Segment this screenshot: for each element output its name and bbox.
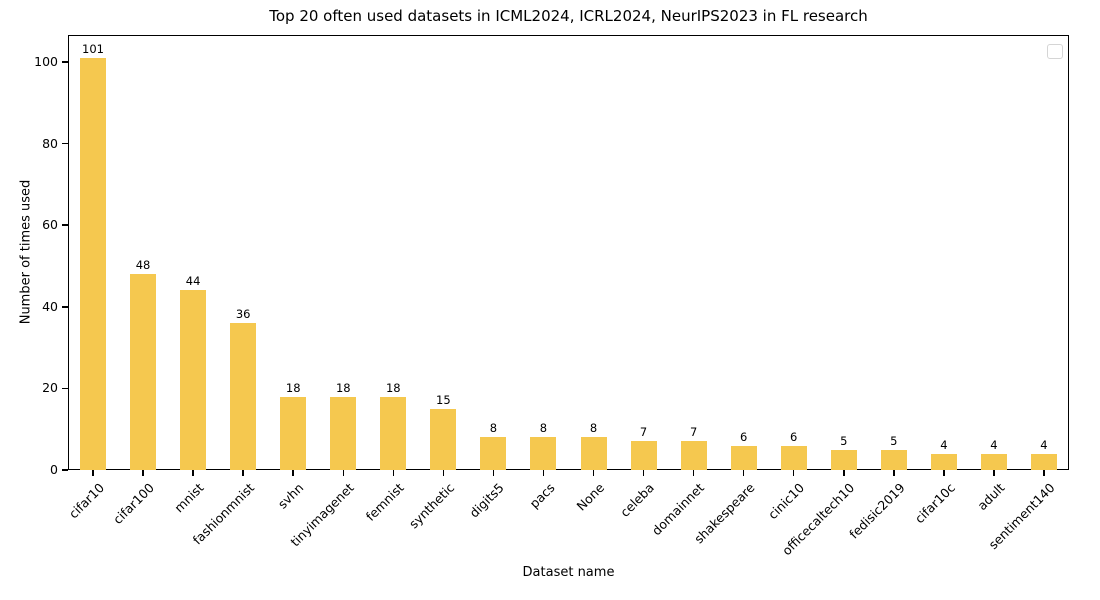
bar-value-label: 8 <box>489 421 498 436</box>
x-tick-label: celeba <box>617 480 658 520</box>
bar <box>880 449 907 470</box>
y-tick-label: 40 <box>42 298 58 314</box>
y-tick-label: 60 <box>42 217 58 233</box>
chart-title: Top 20 often used datasets in ICML2024, … <box>269 7 868 25</box>
bar-value-label: 5 <box>890 433 898 448</box>
x-tick-mark <box>542 470 545 476</box>
y-tick-mark <box>62 306 68 308</box>
y-tick-mark <box>62 61 68 63</box>
y-tick-mark <box>62 224 68 226</box>
y-axis-label: Number of times used <box>18 179 34 325</box>
x-tick-label: mnist <box>171 480 207 516</box>
x-tick-mark <box>92 470 94 476</box>
bar <box>180 290 207 470</box>
x-tick-label: cifar10 <box>65 480 107 522</box>
y-tick-mark <box>62 387 68 390</box>
x-tick-mark <box>442 470 445 476</box>
x-tick-label: svhn <box>275 480 307 512</box>
bar-value-label: 6 <box>790 429 798 444</box>
x-tick-mark <box>342 470 345 476</box>
bar <box>380 396 407 470</box>
bar <box>730 445 757 470</box>
bar-value-label: 18 <box>285 380 301 395</box>
x-tick-label: pacs <box>525 480 558 512</box>
x-tick-mark <box>993 470 995 476</box>
bar <box>280 396 307 470</box>
bar <box>130 274 157 470</box>
bar <box>230 323 257 470</box>
legend-box <box>1047 44 1063 59</box>
bar-value-label: 4 <box>1040 437 1048 452</box>
bar-value-label: 44 <box>185 274 201 289</box>
bar-value-label: 18 <box>385 380 401 395</box>
bar <box>530 437 557 470</box>
x-tick-mark <box>242 470 244 476</box>
bar-value-label: 15 <box>436 392 451 407</box>
x-tick-label: None <box>573 480 608 514</box>
bar <box>1030 453 1057 470</box>
x-tick-mark <box>843 470 845 476</box>
y-tick-label: 20 <box>42 380 58 396</box>
bar-value-label: 8 <box>539 421 548 436</box>
bar-value-label: 18 <box>335 380 351 395</box>
bar <box>830 449 857 470</box>
x-tick-label: synthetic <box>405 480 457 532</box>
x-tick-mark <box>292 470 294 476</box>
bar-value-label: 7 <box>639 425 648 440</box>
x-tick-label: cifar100 <box>109 480 157 527</box>
x-tick-mark <box>592 470 595 476</box>
bar <box>580 437 607 470</box>
y-tick-label: 0 <box>50 462 58 477</box>
bar-value-label: 7 <box>689 425 698 440</box>
x-tick-mark <box>1043 470 1045 476</box>
bar-value-label: 6 <box>740 429 748 444</box>
y-tick-mark <box>62 142 68 145</box>
x-tick-mark <box>943 470 945 476</box>
y-tick-label: 80 <box>42 135 58 151</box>
bar <box>780 445 807 470</box>
x-tick-label: femnist <box>363 480 407 524</box>
bar-value-label: 4 <box>990 437 998 452</box>
x-tick-mark <box>392 470 395 476</box>
bar <box>980 453 1007 470</box>
x-axis-label: Dataset name <box>522 565 615 580</box>
bar <box>630 441 657 470</box>
bar <box>80 57 107 470</box>
bar-value-label: 48 <box>135 258 151 273</box>
y-tick-label: 100 <box>34 53 58 69</box>
x-tick-label: cinic10 <box>765 480 808 523</box>
x-tick-mark <box>692 470 695 476</box>
x-tick-label: cifar10c <box>911 480 958 527</box>
bar <box>930 453 957 470</box>
bar-value-label: 8 <box>589 421 598 436</box>
bar <box>680 441 707 470</box>
bar <box>480 437 507 470</box>
bar-value-label: 4 <box>940 437 948 452</box>
bar-value-label: 36 <box>235 307 251 322</box>
bar <box>330 396 357 470</box>
x-tick-label: digits5 <box>466 480 508 521</box>
x-tick-mark <box>742 470 745 476</box>
y-tick-mark <box>62 469 68 471</box>
x-tick-mark <box>893 470 895 476</box>
bar <box>430 408 457 470</box>
bar-value-label: 101 <box>82 41 104 56</box>
bar-value-label: 5 <box>840 433 848 448</box>
x-tick-mark <box>142 470 144 476</box>
x-tick-mark <box>192 470 194 476</box>
x-tick-label: adult <box>974 480 1008 514</box>
x-tick-mark <box>642 470 645 476</box>
x-tick-mark <box>792 470 795 476</box>
x-tick-mark <box>492 470 495 476</box>
